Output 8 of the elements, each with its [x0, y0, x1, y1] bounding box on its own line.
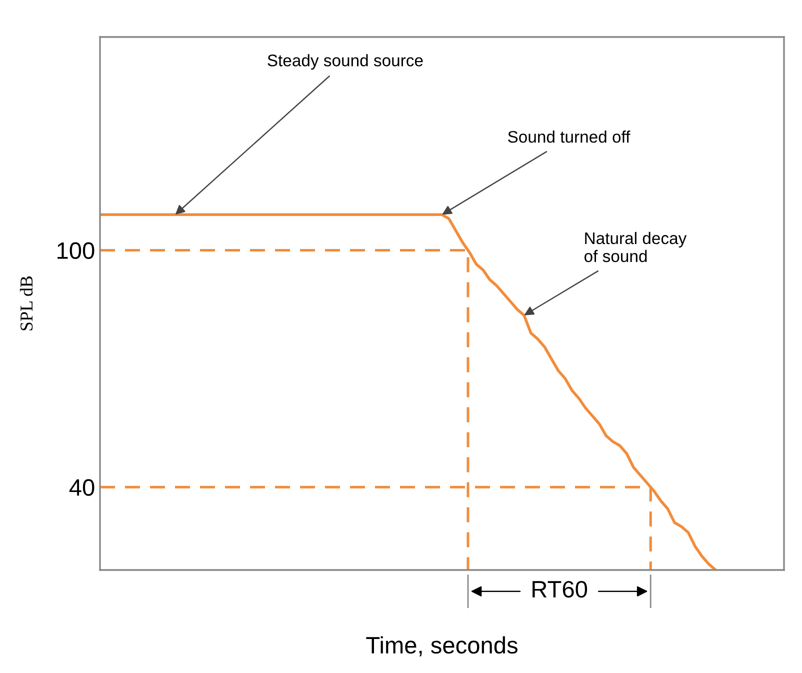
- y-tick-label: 100: [58, 242, 94, 259]
- y-tick-label: 40: [69, 479, 94, 496]
- y-axis-title: SPL dB: [20, 276, 33, 330]
- annotation: Steady sound source: [268, 54, 423, 70]
- x-axis-title: Time, seconds: [366, 636, 518, 656]
- text: RT60: [532, 580, 588, 598]
- annotation: Sound turned off: [508, 130, 630, 143]
- annotation: Natural decay of sound: [584, 232, 687, 262]
